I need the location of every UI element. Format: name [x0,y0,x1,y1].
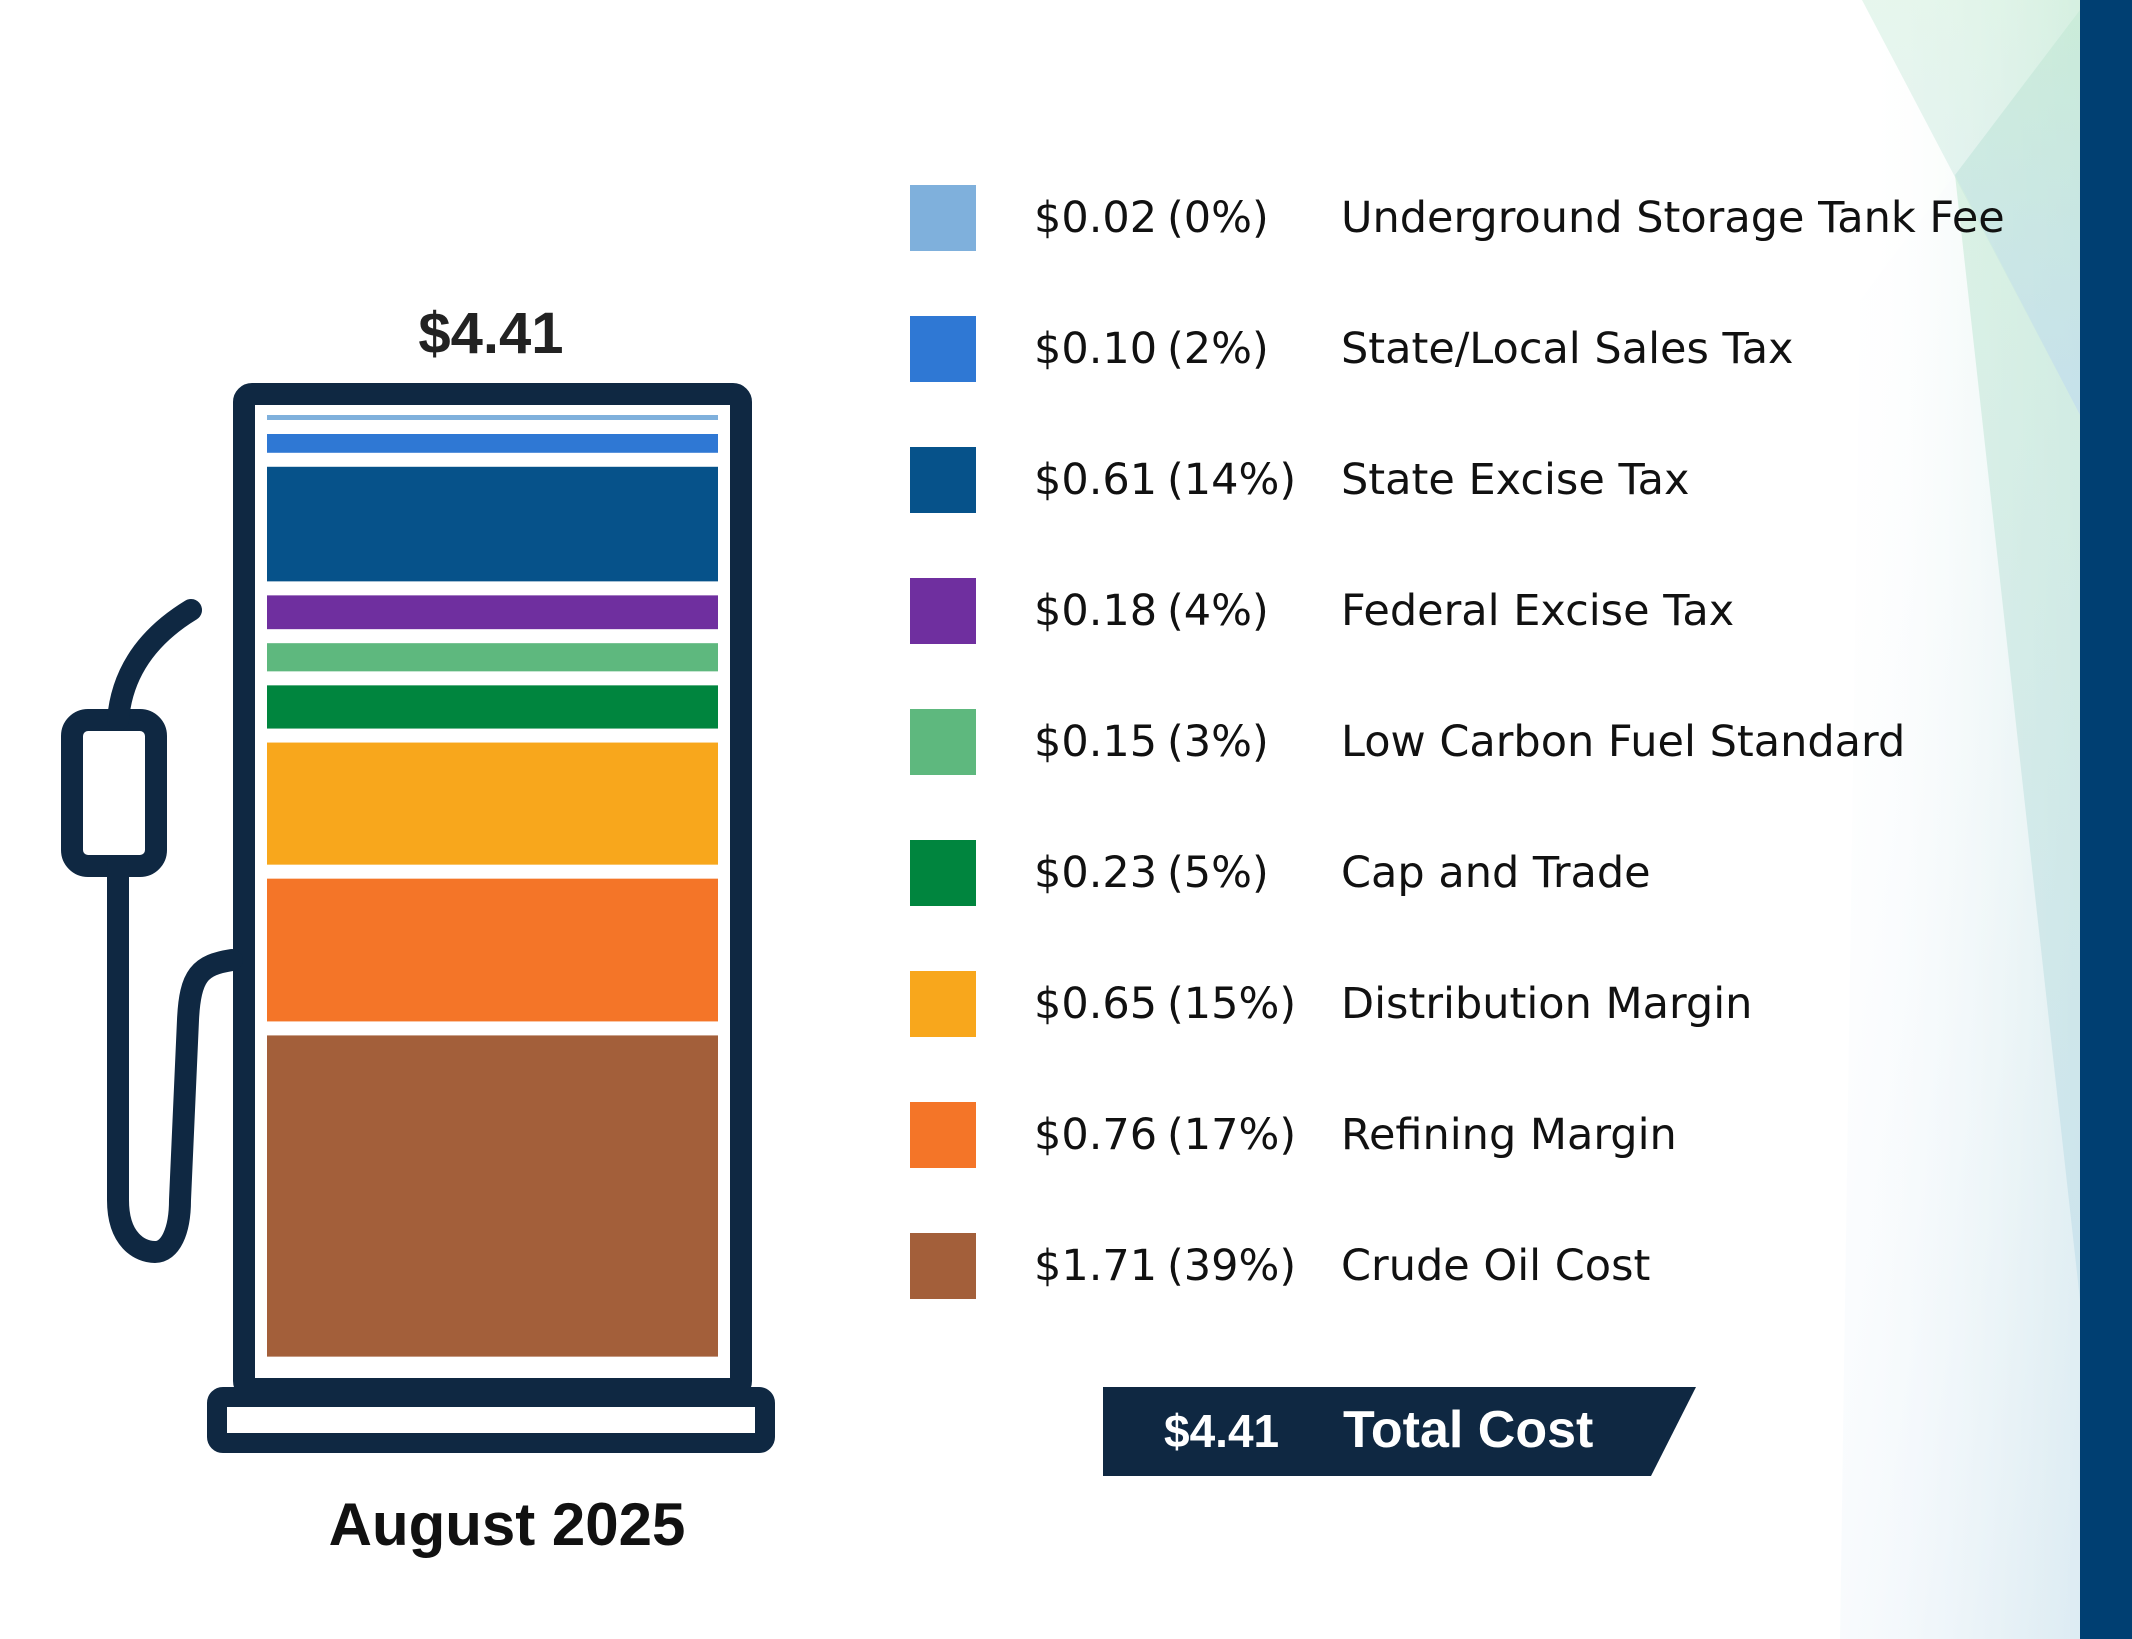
legend-item: $0.61 (14%) State Excise Tax [910,447,1689,513]
legend-percent: (0%) [1167,193,1269,243]
legend-item: $0.18 (4%) Federal Excise Tax [910,578,1734,644]
legend-percent: (15%) [1167,979,1297,1029]
legend-swatch [910,447,976,513]
legend-percent: (17%) [1167,1110,1297,1160]
legend-value: $0.23 [1034,848,1158,898]
legend-swatch [910,971,976,1037]
legend-percent: (39%) [1167,1241,1297,1291]
legend-swatch [910,1233,976,1299]
legend-value: $1.71 [1034,1241,1158,1291]
bar-segment-refining-margin [267,878,718,1022]
bar-segment-state-local-sales-tax [267,434,718,453]
bar-segment-state-excise-tax [267,466,718,582]
legend-label: Cap and Trade [1341,848,1651,898]
period-label: August 2025 [328,1491,686,1558]
legend-label: State Excise Tax [1341,455,1690,505]
legend-item: $0.23 (5%) Cap and Trade [910,840,1651,906]
bar-segment-distribution-margin [267,742,718,865]
legend-item: $0.10 (2%) State/Local Sales Tax [910,316,1794,382]
legend-value: $0.61 [1034,455,1158,505]
legend-label: Crude Oil Cost [1341,1241,1651,1291]
legend-label: Refining Margin [1341,1110,1677,1160]
total-price-label: $4.41 [418,301,564,366]
bar-segment-cap-and-trade [267,685,718,729]
legend-item: $0.65 (15%) Distribution Margin [910,971,1752,1037]
legend-percent: (14%) [1167,455,1297,505]
legend-swatch [910,316,976,382]
accent-bar [2080,0,2132,1639]
total-cost-value: $4.41 [1164,1405,1280,1457]
legend-value: $0.10 [1034,324,1158,374]
legend-swatch [910,709,976,775]
legend-item: $0.15 (3%) Low Carbon Fuel Standard [910,709,1905,775]
legend-swatch [910,578,976,644]
legend-value: $0.76 [1034,1110,1158,1160]
nozzle-spout [107,599,202,731]
legend-item: $1.71 (39%) Crude Oil Cost [910,1233,1650,1299]
legend-percent: (2%) [1167,324,1269,374]
bar-segment-underground-storage-tank-fee [267,415,718,420]
legend-label: Underground Storage Tank Fee [1341,193,2005,243]
legend-value: $0.02 [1034,193,1158,243]
pump-hose [107,855,243,1263]
legend-label: State/Local Sales Tax [1341,324,1794,374]
legend-item: $0.76 (17%) Refining Margin [910,1102,1677,1168]
legend-swatch [910,840,976,906]
bar-segment-crude-oil-cost [267,1035,718,1357]
legend-value: $0.15 [1034,717,1158,767]
legend-item: $0.02 (0%) Underground Storage Tank Fee [910,185,2005,251]
bar-segment-low-carbon-fuel-standard [267,643,718,672]
bar-segment-federal-excise-tax [267,595,718,630]
legend-percent: (4%) [1167,586,1269,636]
legend-label: Low Carbon Fuel Standard [1341,717,1906,767]
legend-value: $0.18 [1034,586,1158,636]
legend-value: $0.65 [1034,979,1158,1029]
legend-swatch [910,185,976,251]
pump-base [207,1387,775,1453]
legend-percent: (5%) [1167,848,1269,898]
legend-swatch [910,1102,976,1168]
legend-label: Distribution Margin [1341,979,1753,1029]
total-cost-label: Total Cost [1343,1401,1594,1459]
legend-label: Federal Excise Tax [1341,586,1735,636]
nozzle-handle [61,709,167,877]
total-cost-banner [1103,1387,1696,1476]
legend-percent: (3%) [1167,717,1269,767]
